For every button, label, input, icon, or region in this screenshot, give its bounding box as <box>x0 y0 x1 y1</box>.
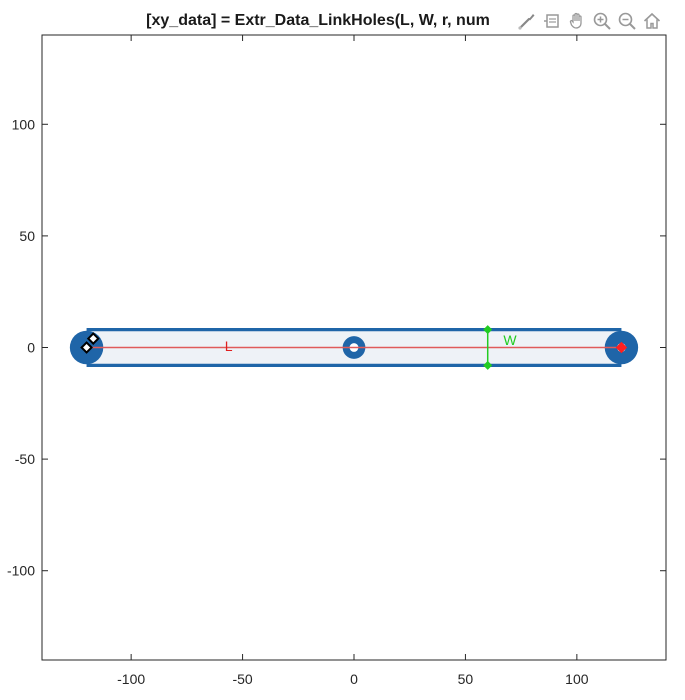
diamond-marker <box>86 332 100 345</box>
y-tick-label: 0 <box>27 340 35 356</box>
home-button[interactable] <box>641 10 663 32</box>
axis-ticks: -100 -50 0 50 100 -100 -50 0 50 100 <box>7 35 666 687</box>
diamond-marker <box>80 341 93 354</box>
zoom-in-icon <box>593 12 611 30</box>
length-annotation: L <box>225 338 233 354</box>
chart-title: [xy_data] = Extr_Data_LinkHoles(L, W, r,… <box>146 12 490 29</box>
y-tick-label: -100 <box>7 563 35 579</box>
pan-hand-icon <box>569 12 582 29</box>
x-tick-label: 0 <box>350 671 358 687</box>
x-tick-label: 100 <box>565 671 589 687</box>
y-tick-label: 100 <box>12 116 36 132</box>
data-cursor-icon <box>544 14 559 28</box>
x-tick-label: -50 <box>232 671 252 687</box>
width-marker <box>483 325 493 335</box>
y-tick-label: -50 <box>15 451 35 467</box>
brush-button[interactable] <box>516 10 538 32</box>
zoom-in-button[interactable] <box>591 10 613 32</box>
width-marker <box>483 360 493 370</box>
width-annotation: W <box>503 332 517 348</box>
data-cursor-button[interactable] <box>541 10 563 32</box>
x-tick-label: 50 <box>458 671 474 687</box>
diamond-marker <box>615 341 628 354</box>
axes-toolbar <box>516 8 663 34</box>
zoom-out-icon <box>618 12 636 30</box>
x-tick-label: -100 <box>117 671 145 687</box>
pan-button[interactable] <box>566 10 588 32</box>
y-tick-label: 50 <box>19 228 35 244</box>
brush-icon <box>518 14 535 30</box>
home-icon <box>643 12 661 29</box>
zoom-out-button[interactable] <box>616 10 638 32</box>
